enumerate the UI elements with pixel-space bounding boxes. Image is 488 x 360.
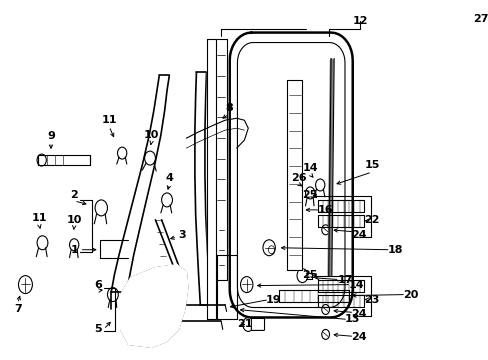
Text: 9: 9 — [47, 131, 55, 141]
Text: 6: 6 — [94, 280, 102, 289]
Text: 15: 15 — [364, 160, 379, 170]
Text: 26: 26 — [290, 173, 306, 183]
Text: 10: 10 — [143, 130, 159, 140]
Text: 24: 24 — [350, 230, 366, 240]
Polygon shape — [279, 289, 348, 302]
Text: 24: 24 — [350, 310, 366, 319]
Text: 13: 13 — [345, 314, 360, 324]
Polygon shape — [317, 200, 364, 212]
Text: 7: 7 — [14, 305, 21, 315]
Text: 12: 12 — [352, 15, 367, 26]
Polygon shape — [207, 39, 215, 319]
Text: 25: 25 — [301, 270, 316, 280]
Text: 19: 19 — [265, 294, 281, 305]
Text: 1: 1 — [70, 245, 78, 255]
Text: 18: 18 — [386, 245, 402, 255]
Polygon shape — [38, 155, 89, 165]
Text: 16: 16 — [317, 205, 333, 215]
Text: 27: 27 — [472, 14, 487, 24]
Text: 11: 11 — [101, 115, 117, 125]
Polygon shape — [286, 80, 302, 270]
Text: 3: 3 — [178, 230, 186, 240]
Text: 14: 14 — [302, 163, 317, 173]
Text: 2: 2 — [70, 190, 78, 200]
FancyBboxPatch shape — [251, 319, 264, 330]
Text: 4: 4 — [165, 173, 173, 183]
Text: 23: 23 — [364, 294, 379, 305]
Text: 24: 24 — [350, 332, 366, 342]
Text: 25: 25 — [301, 190, 316, 200]
Text: 10: 10 — [66, 215, 81, 225]
Polygon shape — [215, 39, 226, 280]
Polygon shape — [317, 280, 364, 292]
Text: 14: 14 — [348, 280, 364, 289]
Text: 11: 11 — [32, 213, 47, 223]
Text: 17: 17 — [337, 275, 352, 285]
Text: 21: 21 — [237, 319, 252, 329]
Text: 5: 5 — [94, 324, 102, 334]
Polygon shape — [317, 215, 364, 227]
Polygon shape — [317, 294, 364, 306]
Polygon shape — [121, 265, 187, 347]
Text: 22: 22 — [364, 215, 379, 225]
Text: 20: 20 — [402, 289, 418, 300]
Text: 8: 8 — [224, 103, 232, 113]
